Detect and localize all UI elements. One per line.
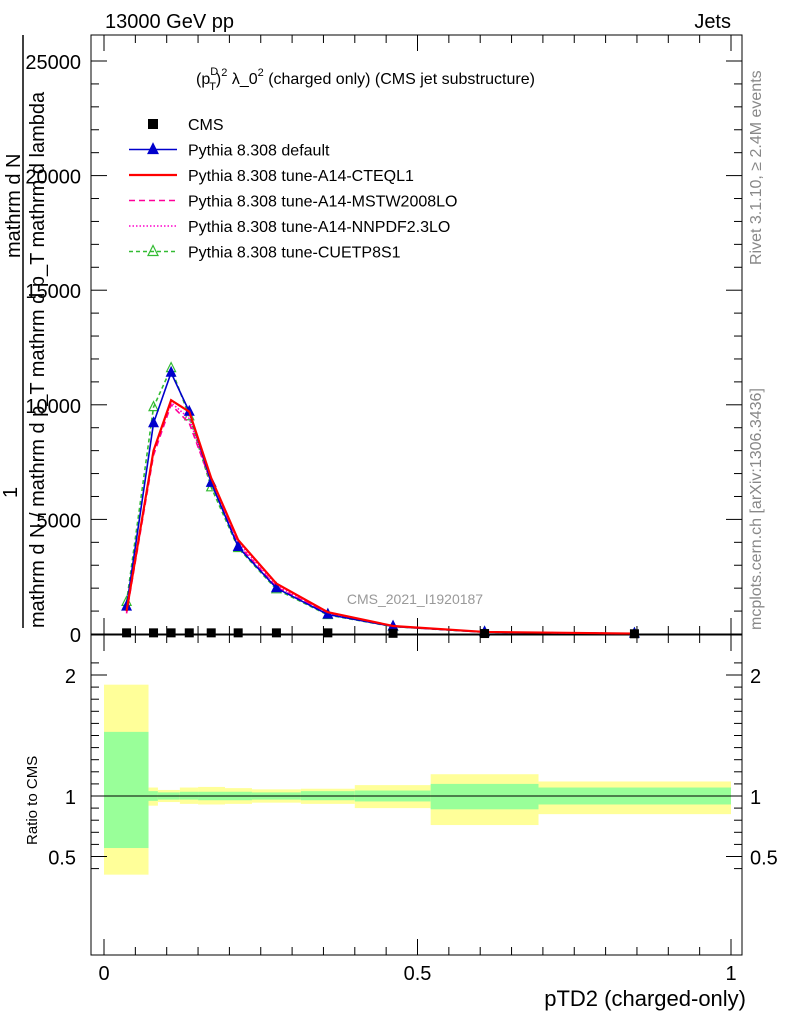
data-point [480, 629, 490, 639]
series-line [125, 366, 635, 635]
y-tick-label: 25000 [25, 52, 81, 74]
title-sup1: D [210, 66, 218, 78]
y-label-one: 1 [0, 487, 22, 498]
process-label: Jets [694, 11, 731, 33]
data-point [166, 628, 176, 638]
series-pythia-8-308-tune-a14-cteql1 [125, 398, 635, 635]
ratio-y-tick-label-right: 0.5 [750, 848, 778, 870]
main-frame [90, 34, 743, 635]
x-tick-label: 0.5 [404, 963, 432, 985]
legend-label: Pythia 8.308 tune-A14-MSTW2008LO [188, 194, 457, 211]
y-tick-label: 5000 [37, 510, 82, 532]
x-tick-label: 0 [98, 963, 109, 985]
y-tick-label: 15000 [25, 281, 81, 303]
title-sup3: 2 [258, 67, 264, 79]
main-y-ticks: 0 5000 10000 15000 20000 25000 [25, 52, 742, 647]
series-line [125, 398, 635, 635]
title-part-b: ) [216, 71, 221, 88]
title-sup2: 2 [221, 67, 227, 79]
title-part-c: λ_0 [227, 71, 257, 88]
legend-entry: CMS [148, 117, 224, 134]
data-point [148, 400, 160, 412]
data-point [233, 628, 243, 638]
y-tick-label: 0 [70, 625, 81, 647]
data-point [388, 628, 398, 638]
ratio-y-tick-label-right: 1 [750, 787, 761, 809]
legend: CMS Pythia 8.308 default Pythia 8.308 tune… [129, 117, 457, 262]
data-point [270, 581, 282, 593]
data-point [148, 416, 160, 428]
y-label-numerator: mathrm d N [3, 154, 25, 258]
ratio-panel: 0.5 0.51 12 2 0 0.5 1 Ratio to CMS pTD2 (char… [24, 634, 778, 1011]
legend-entry: Pythia 8.308 tune-A14-NNPDF2.3LO [129, 219, 450, 236]
y-tick-label: 10000 [25, 396, 81, 418]
y-tick-label: 20000 [25, 167, 81, 189]
legend-label: Pythia 8.308 tune-CUETP8S1 [188, 245, 401, 262]
ratio-bands [91, 684, 742, 875]
legend-label: Pythia 8.308 tune-A14-CTEQL1 [188, 168, 414, 185]
main-x-ticks [103, 35, 732, 634]
legend-marker [148, 119, 158, 129]
ratio-x-ticks: 0 0.5 1 [98, 635, 737, 985]
legend-marker [147, 142, 159, 155]
stat-band [104, 731, 149, 849]
legend-entry: Pythia 8.308 default [129, 142, 330, 160]
data-point [122, 628, 132, 638]
watermark: CMS_2021_I1920187 [347, 591, 483, 607]
data-point [323, 628, 333, 638]
ratio-frame [90, 634, 743, 956]
title-part-d: (charged only) (CMS jet substructure) [264, 71, 535, 88]
data-point [184, 628, 194, 638]
x-tick-label: 1 [725, 963, 736, 985]
data-point [629, 629, 639, 639]
ratio-y-tick-label: 1 [65, 787, 76, 809]
data-point [165, 365, 177, 377]
legend-label: Pythia 8.308 default [188, 143, 330, 160]
ratio-y-label: Ratio to CMS [24, 756, 41, 845]
energy-label: 13000 GeV pp [105, 11, 234, 33]
series-cms [122, 628, 639, 639]
legend-entry: Pythia 8.308 tune-CUETP8S1 [129, 244, 401, 262]
data-point [149, 628, 159, 638]
y-label-denominator: mathrm d N / mathrm d p_T mathrm d p_T m… [27, 91, 49, 628]
legend-entry: Pythia 8.308 tune-A14-MSTW2008LO [129, 194, 457, 211]
source-label: mcplots.cern.ch [arXiv:1306.3436] [748, 388, 765, 630]
legend-label: CMS [188, 117, 224, 134]
ratio-y-tick-label-right: 2 [750, 666, 761, 688]
data-point [206, 628, 216, 638]
main-panel: 0 5000 10000 15000 20000 25000 CMS_2021_I1920… [0, 34, 743, 647]
x-axis-label: pTD2 (charged-only) [544, 986, 746, 1011]
rivet-label: Rivet 3.1.10, ≥ 2.4M events [748, 70, 765, 265]
title-part-a: (p [196, 71, 210, 88]
stat-band [430, 783, 539, 810]
data-point [271, 628, 281, 638]
legend-marker [147, 244, 159, 257]
legend-label: Pythia 8.308 tune-A14-NNPDF2.3LO [188, 219, 450, 236]
ratio-y-tick-label: 2 [65, 666, 76, 688]
plot-title: (pD T)2 λ_02 (charged only) (CMS jet subs… [196, 66, 535, 93]
ratio-y-ticks: 0.5 0.5 1 1 2 2 [48, 662, 778, 870]
y-axis-label: mathrm d N / mathrm d p_T mathrm d p_T m… [0, 35, 49, 628]
ratio-y-tick-label: 0.5 [48, 848, 76, 870]
data-point [232, 540, 244, 552]
title-sub1: T [209, 81, 216, 93]
legend-entry: Pythia 8.308 tune-A14-CTEQL1 [129, 168, 414, 185]
